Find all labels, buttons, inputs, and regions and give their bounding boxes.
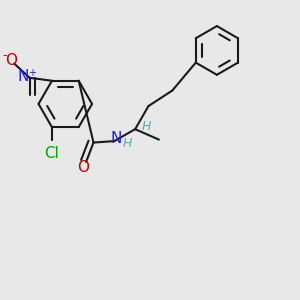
Text: +: +	[28, 68, 36, 78]
Text: H: H	[123, 137, 132, 150]
Text: O: O	[77, 160, 89, 175]
Text: N: N	[18, 69, 29, 84]
Text: O: O	[5, 53, 17, 68]
Text: H: H	[142, 120, 151, 133]
Text: Cl: Cl	[44, 146, 59, 161]
Text: -: -	[2, 49, 7, 62]
Text: N: N	[110, 131, 122, 146]
